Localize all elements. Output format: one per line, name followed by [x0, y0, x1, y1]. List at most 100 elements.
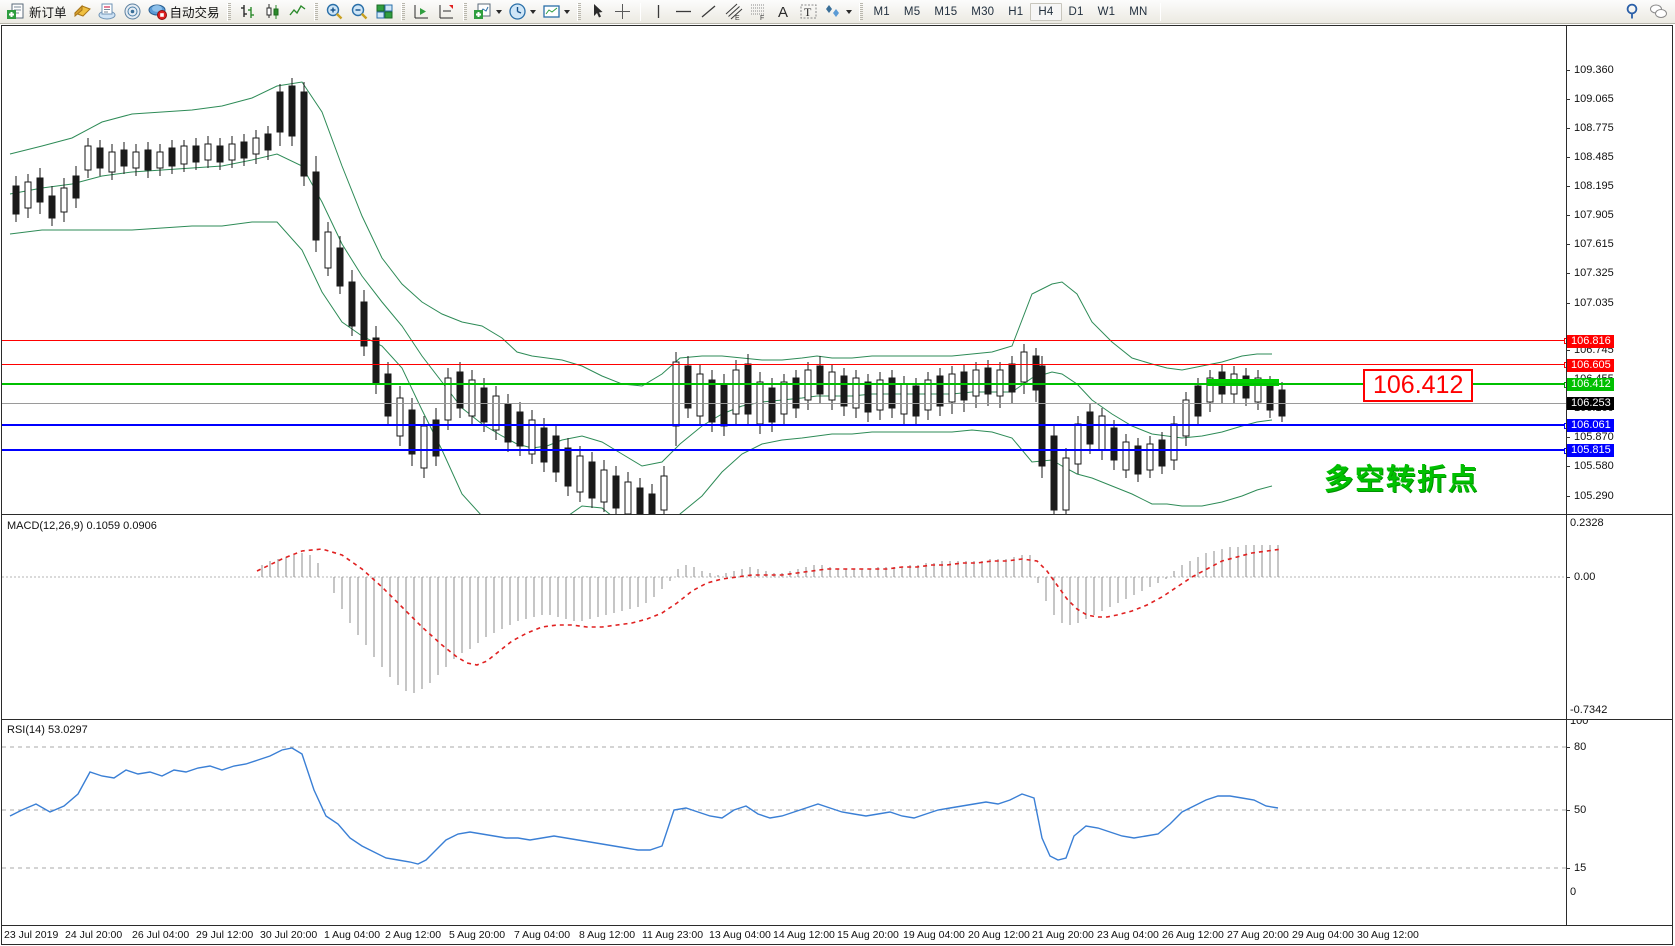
- text-button[interactable]: A: [771, 1, 796, 23]
- price-level-badge-106605[interactable]: 106.605: [1567, 359, 1614, 372]
- price-plot: [9, 78, 1286, 514]
- time-tick: 5 Aug 20:00: [449, 929, 506, 941]
- timeframe-m1[interactable]: M1: [873, 5, 890, 18]
- autoscroll-button[interactable]: [434, 1, 459, 23]
- candlestick-chart-icon: [263, 2, 282, 21]
- vertical-line-button[interactable]: [646, 1, 671, 23]
- add-indicator-button[interactable]: [471, 1, 505, 23]
- shapes-button[interactable]: [821, 1, 855, 23]
- rsi-line: [9, 747, 1279, 865]
- toolbar-grip-6: [858, 2, 863, 21]
- svg-text:T: T: [804, 5, 812, 19]
- shift-chart-button[interactable]: [409, 1, 434, 23]
- timeframe-m5[interactable]: M5: [903, 5, 921, 18]
- timeframe-w1[interactable]: W1: [1097, 5, 1116, 18]
- time-tick: 1 Aug 04:00: [324, 929, 381, 941]
- line-chart-button[interactable]: [285, 1, 310, 23]
- text-label-icon: T: [799, 2, 818, 21]
- line-chart-icon: [288, 2, 307, 21]
- chevron-down-icon[interactable]: [495, 9, 502, 14]
- timeframe-m15[interactable]: M15: [934, 5, 958, 18]
- hline-105815[interactable]: [2, 448, 1570, 454]
- macd-indicator-label[interactable]: MACD(12,26,9) 0.1059 0.0906: [5, 520, 159, 532]
- price-pane[interactable]: 106.412 多空转折点 109.360 109.065 108.775 10…: [2, 26, 1672, 514]
- chat-button[interactable]: [1646, 1, 1671, 23]
- text-label-button[interactable]: T: [796, 1, 821, 23]
- time-tick: 24 Jul 20:00: [65, 929, 123, 941]
- svg-text:A: A: [778, 4, 788, 21]
- fibonacci-button[interactable]: F: [746, 1, 771, 23]
- price-callout-annotation[interactable]: 106.412: [1363, 369, 1474, 402]
- candlestick-chart-button[interactable]: [260, 1, 285, 23]
- toolbar-grip-1: [226, 2, 231, 21]
- chart-window[interactable]: USDJPY-,H4 106.287 106.421 106.229 106.2…: [1, 25, 1673, 945]
- chevron-down-icon[interactable]: [563, 9, 570, 14]
- bollinger-upper-band: [9, 81, 1272, 387]
- rsi-indicator-label[interactable]: RSI(14) 53.0297: [5, 724, 90, 736]
- equidistant-channel-button[interactable]: E: [721, 1, 746, 23]
- macd-scale[interactable]: 0.2328 0.00 -0.7342: [1566, 515, 1672, 719]
- price-level-badge-105815[interactable]: 105.815: [1567, 444, 1614, 457]
- price-scale-axis-line: [1566, 26, 1567, 514]
- zoom-out-icon: [350, 2, 369, 21]
- cursor-button[interactable]: [585, 1, 610, 23]
- zoom-in-button[interactable]: [322, 1, 347, 23]
- crosshair-button[interactable]: [610, 1, 635, 23]
- bollinger-middle-band: [9, 153, 1273, 467]
- toolbar-grip-3: [400, 2, 405, 21]
- tile-windows-button[interactable]: [372, 1, 397, 23]
- news-button[interactable]: [95, 1, 120, 23]
- time-tick: 23 Aug 04:00: [1097, 929, 1159, 941]
- equidistant-channel-icon: E: [724, 2, 743, 21]
- period-button[interactable]: [505, 1, 539, 23]
- macd-pane[interactable]: MACD(12,26,9) 0.1059 0.0906: [2, 515, 1672, 719]
- horizontal-line-button[interactable]: [671, 1, 696, 23]
- vertical-line-icon: [649, 2, 668, 21]
- toolbar-separator-2: [1159, 2, 1161, 21]
- time-tick: 26 Aug 12:00: [1162, 929, 1224, 941]
- bar-chart-button[interactable]: [235, 1, 260, 23]
- hline-106412[interactable]: [2, 382, 1570, 388]
- trendline-button[interactable]: [696, 1, 721, 23]
- templates-button[interactable]: [539, 1, 573, 23]
- zoom-in-icon: [325, 2, 344, 21]
- time-tick: 11 Aug 23:00: [642, 929, 704, 941]
- shapes-icon: [824, 2, 843, 21]
- timeframe-h1[interactable]: H1: [1008, 5, 1024, 18]
- indicators-button[interactable]: [70, 1, 95, 23]
- rsi-pane[interactable]: RSI(14) 53.0297 100 80 50 15 0: [2, 720, 1672, 926]
- rsi-pane-separator[interactable]: [2, 719, 1672, 720]
- auto-trading-button[interactable]: 自动交易: [145, 1, 223, 23]
- time-tick: 21 Aug 20:00: [1032, 929, 1094, 941]
- rsi-scale-axis-line: [1566, 720, 1567, 926]
- timeframe-m30[interactable]: M30: [971, 5, 995, 18]
- timeframe-h4[interactable]: H4: [1030, 2, 1062, 21]
- hline-106605[interactable]: [2, 362, 1570, 368]
- toolbar-grip-4: [462, 2, 467, 21]
- price-level-badge-106061[interactable]: 106.061: [1567, 419, 1614, 432]
- timeframe-mn[interactable]: MN: [1129, 5, 1148, 18]
- time-scale[interactable]: 23 Jul 2019 24 Jul 20:00 26 Jul 04:00 29…: [2, 925, 1672, 944]
- search-icon: [1624, 2, 1643, 21]
- time-tick: 29 Jul 12:00: [196, 929, 254, 941]
- cursor-icon: [588, 2, 607, 21]
- rsi-scale[interactable]: 100 80 50 15 0: [1566, 720, 1672, 926]
- shift-chart-icon: [412, 2, 431, 21]
- price-scale[interactable]: 109.360 109.065 108.775 108.485 108.195 …: [1566, 26, 1672, 514]
- chevron-down-icon[interactable]: [845, 9, 852, 14]
- hline-106816[interactable]: [2, 338, 1570, 344]
- chinese-note-annotation[interactable]: 多空转折点: [1324, 462, 1480, 496]
- macd-pane-separator[interactable]: [2, 514, 1672, 515]
- chevron-down-icon[interactable]: [529, 9, 536, 14]
- hline-106061[interactable]: [2, 423, 1570, 429]
- new-order-button[interactable]: 新订单: [4, 1, 70, 23]
- price-level-badge-106412[interactable]: 106.412: [1567, 378, 1614, 391]
- timeframe-d1[interactable]: D1: [1068, 5, 1084, 18]
- signals-button[interactable]: [120, 1, 145, 23]
- bar-chart-icon: [238, 2, 257, 21]
- search-button[interactable]: [1621, 1, 1646, 23]
- zoom-out-button[interactable]: [347, 1, 372, 23]
- toolbar-separator-1: [639, 2, 641, 21]
- price-level-badge-106816[interactable]: 106.816: [1567, 335, 1614, 348]
- price-level-badge-106253-current[interactable]: 106.253: [1567, 397, 1614, 410]
